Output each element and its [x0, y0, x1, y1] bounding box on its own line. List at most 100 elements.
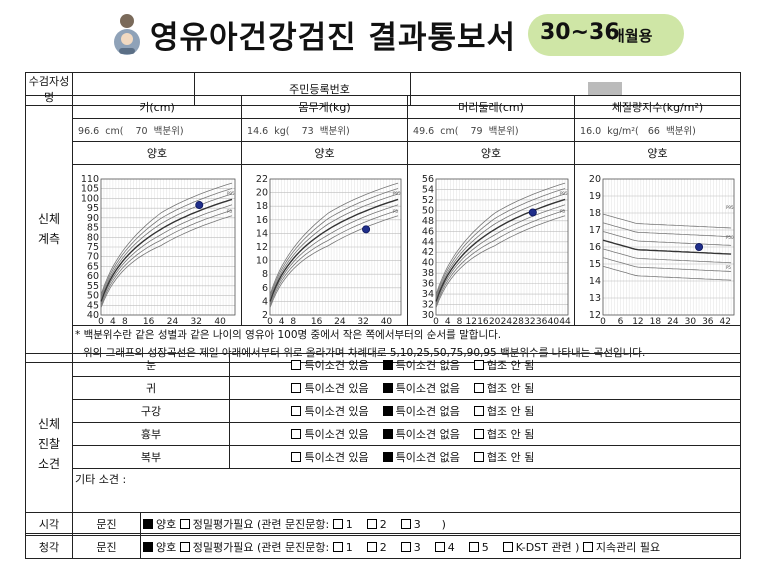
- height-chart-cell: 40 45 50 55 60 65 70 75 80 85 90 95 100 105 110 0 4 8 16 24…: [72, 164, 242, 326]
- exam-option-2-checkbox[interactable]: [473, 383, 484, 393]
- x-tick-label: 40: [381, 317, 393, 325]
- percentile-curve: [435, 188, 566, 298]
- exam-mouth-options: 특이소견 있음 특이소견 없음 협조 안 됨: [229, 399, 741, 423]
- hearing-good-checkbox[interactable]: [143, 542, 153, 552]
- x-tick-label: 24: [667, 317, 679, 325]
- y-tick-label: 15: [589, 259, 601, 270]
- hearing-kdst: K-DST 관련 ): [515, 541, 580, 554]
- y-tick-label: 44: [422, 237, 434, 248]
- vision-item-2: 2: [379, 518, 387, 531]
- percentile-curve: [602, 248, 732, 264]
- bmi-growth-chart: 12 13 14 15 16 17 18 19 20 0 6 12 18 24 30 36 42 P95 P50 P5: [589, 174, 735, 325]
- report-title: 영유아건강검진 결과통보서: [150, 20, 517, 56]
- exam-abdomen-options: 특이소견 있음 특이소견 없음 협조 안 됨: [229, 445, 741, 469]
- percentile-curve: [435, 193, 566, 300]
- curve-label: P5: [726, 265, 731, 270]
- exam-option-1-checkbox[interactable]: [382, 406, 393, 416]
- hearing-kdst-checkbox[interactable]: [502, 542, 513, 552]
- percentile-curve: [602, 257, 732, 272]
- exam-option-2-checkbox[interactable]: [473, 452, 484, 462]
- weight-result: 양호: [241, 141, 408, 165]
- exam-option-0-checkbox[interactable]: [291, 406, 302, 416]
- exam-option-0-checkbox[interactable]: [291, 383, 302, 393]
- exam-option-1-checkbox[interactable]: [382, 383, 393, 393]
- hearing-item-5-checkbox[interactable]: [468, 542, 479, 552]
- plot-frame: [435, 178, 569, 316]
- exam-option-0-checkbox[interactable]: [291, 360, 302, 370]
- x-tick-label: 12: [465, 317, 476, 325]
- y-tick-label: 8: [262, 269, 268, 280]
- y-tick-label: 40: [422, 258, 434, 269]
- height-title: 키(cm): [72, 95, 242, 119]
- percentile-curve: [100, 204, 233, 304]
- height-value-cell: 96.6 cm( 70 백분위): [72, 118, 242, 142]
- y-tick-label: 14: [589, 276, 601, 287]
- exam-option-2-checkbox[interactable]: [473, 429, 484, 439]
- exam-option-0-checkbox[interactable]: [291, 429, 302, 439]
- bmi-chart-cell: 12 13 14 15 16 17 18 19 20 0 6 12 18 24 30 36 42 P95 P50 P5: [574, 164, 741, 326]
- hearing-options: 양호 정밀평가필요 (관련 문진문항: 1 2 3 4 5 K-DST 관련 )…: [140, 535, 741, 559]
- curve-label: P95: [227, 191, 235, 196]
- hearing-item-1-checkbox[interactable]: [332, 542, 343, 552]
- hearing-item-3-checkbox[interactable]: [400, 542, 411, 552]
- hearing-item-4-checkbox[interactable]: [434, 542, 445, 552]
- y-tick-label: 22: [256, 174, 268, 185]
- hearing-item-2-checkbox[interactable]: [366, 542, 377, 552]
- weight-percentile: 73: [301, 126, 314, 137]
- x-tick-label: 32: [524, 317, 535, 325]
- x-tick-label: 16: [477, 317, 489, 325]
- percentile-curve: [100, 198, 233, 302]
- y-tick-label: 70: [87, 252, 99, 263]
- bmi-title: 체질량지수(kg/m²): [574, 95, 741, 119]
- x-tick-label: 18: [650, 317, 662, 325]
- y-tick-label: 40: [87, 310, 99, 321]
- vision-good-checkbox[interactable]: [143, 519, 153, 529]
- y-tick-label: 32: [422, 300, 434, 311]
- y-tick-label: 20: [589, 174, 601, 185]
- hearing-eval-checkbox[interactable]: [179, 542, 190, 552]
- x-tick-label: 28: [512, 317, 524, 325]
- y-tick-label: 20: [256, 188, 268, 199]
- exam-option-2-label: 협조 안 됨: [486, 382, 535, 395]
- exam-option-2-checkbox[interactable]: [473, 406, 484, 416]
- age-range: 30~36: [540, 20, 620, 45]
- age-unit: 개월용: [611, 27, 653, 45]
- exam-option-1-checkbox[interactable]: [382, 452, 393, 462]
- percentile-curve: [100, 193, 233, 300]
- vision-eval-checkbox[interactable]: [179, 519, 190, 529]
- exam-option-0-label: 특이소견 있음: [304, 382, 369, 395]
- exam-option-1-checkbox[interactable]: [382, 360, 393, 370]
- y-tick-label: 19: [589, 191, 601, 202]
- exam-option-2-checkbox[interactable]: [473, 360, 484, 370]
- height-unit: cm(: [105, 126, 124, 137]
- vision-item-1-checkbox[interactable]: [332, 519, 343, 529]
- exam-chest-label: 흉부: [72, 422, 230, 446]
- y-tick-label: 38: [422, 268, 434, 279]
- exam-option-1-checkbox[interactable]: [382, 429, 393, 439]
- vision-item-3-checkbox[interactable]: [400, 519, 411, 529]
- y-tick-label: 12: [256, 242, 268, 253]
- exam-option-0-checkbox[interactable]: [291, 452, 302, 462]
- y-tick-label: 100: [81, 193, 99, 204]
- x-tick-label: 16: [311, 317, 323, 325]
- percentile-curve: [100, 182, 233, 296]
- exam-section-text: 신체 진찰 소견: [37, 416, 61, 471]
- x-tick-label: 40: [548, 317, 560, 325]
- hearing-item-2: 2: [379, 541, 387, 554]
- percentile-curve: [100, 215, 233, 309]
- y-tick-label: 85: [87, 223, 99, 234]
- vision-item-2-checkbox[interactable]: [366, 519, 377, 529]
- hearing-item-5: 5: [481, 541, 489, 554]
- percentile-curve: [269, 188, 399, 298]
- exam-option-1-label: 특이소견 없음: [395, 359, 460, 372]
- bmi-value: 16.0: [580, 126, 602, 137]
- y-tick-label: 52: [422, 195, 434, 206]
- vision-item-3: 3: [413, 518, 421, 531]
- y-tick-label: 75: [87, 242, 99, 253]
- x-tick-label: 8: [290, 317, 296, 325]
- x-tick-label: 8: [457, 317, 463, 325]
- hearing-manage-checkbox[interactable]: [582, 542, 593, 552]
- weight-unit: kg(: [274, 126, 290, 137]
- child-measurement-point: [528, 208, 537, 217]
